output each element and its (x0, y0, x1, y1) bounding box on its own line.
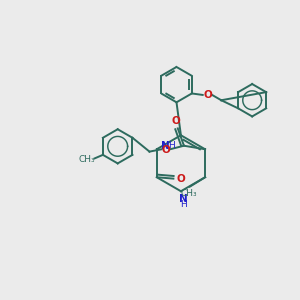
Text: H: H (181, 200, 187, 209)
Text: CH₃: CH₃ (78, 155, 95, 164)
Text: N: N (160, 141, 169, 151)
Text: O: O (161, 145, 170, 155)
Text: O: O (176, 174, 185, 184)
Text: N: N (179, 194, 188, 204)
Text: O: O (171, 116, 180, 126)
Text: CH₃: CH₃ (180, 189, 197, 198)
Text: O: O (204, 90, 212, 100)
Text: H: H (168, 141, 175, 150)
